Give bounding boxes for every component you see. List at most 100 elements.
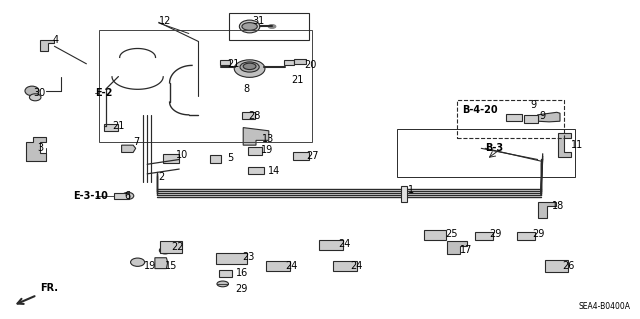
Polygon shape [538, 112, 560, 122]
Polygon shape [26, 137, 46, 161]
Bar [104, 124, 118, 131]
Ellipse shape [131, 258, 145, 266]
Text: 9: 9 [539, 111, 545, 122]
Circle shape [435, 234, 441, 237]
Text: B-4-20: B-4-20 [462, 105, 498, 115]
Ellipse shape [239, 20, 260, 33]
Polygon shape [447, 241, 467, 254]
Circle shape [242, 23, 257, 30]
Bar [506, 114, 522, 121]
Circle shape [344, 264, 351, 268]
Text: 21: 21 [227, 59, 239, 69]
Text: 29: 29 [490, 229, 502, 240]
Circle shape [330, 244, 337, 247]
Text: 19: 19 [261, 145, 273, 155]
Bar [524, 115, 538, 123]
Text: 14: 14 [268, 166, 280, 176]
Text: 1: 1 [408, 185, 415, 195]
Text: 6: 6 [125, 191, 131, 201]
Circle shape [426, 234, 432, 237]
Text: 30: 30 [33, 87, 45, 98]
Bar [401, 186, 407, 202]
Text: 19: 19 [144, 261, 156, 271]
Text: 28: 28 [248, 111, 260, 122]
Text: 20: 20 [304, 60, 316, 70]
Text: 10: 10 [176, 150, 188, 160]
Polygon shape [243, 128, 269, 145]
Bar [475, 232, 493, 240]
Polygon shape [538, 202, 556, 218]
Circle shape [243, 63, 256, 70]
Ellipse shape [546, 264, 557, 271]
Text: E-3-10: E-3-10 [74, 191, 108, 201]
Bar [248, 147, 262, 155]
Text: 8: 8 [243, 84, 250, 94]
Ellipse shape [25, 86, 39, 96]
Bar [219, 270, 232, 277]
Bar [284, 60, 294, 65]
Bar [242, 112, 255, 119]
Bar [293, 152, 309, 160]
Circle shape [217, 281, 228, 287]
Ellipse shape [234, 60, 265, 77]
Text: 11: 11 [571, 140, 583, 150]
Polygon shape [122, 145, 136, 152]
Bar [424, 230, 446, 240]
Circle shape [268, 264, 275, 268]
Text: 12: 12 [159, 16, 171, 26]
Text: 24: 24 [351, 261, 363, 271]
Circle shape [219, 257, 227, 261]
Text: 18: 18 [552, 201, 564, 211]
Circle shape [335, 264, 341, 268]
Text: 31: 31 [253, 16, 265, 26]
Bar [397, 129, 575, 177]
Bar [114, 193, 129, 199]
Text: SEA4-B0400A: SEA4-B0400A [579, 302, 630, 311]
Bar [163, 154, 179, 163]
Bar [545, 260, 568, 272]
Text: 21: 21 [112, 121, 124, 131]
Text: 7: 7 [133, 137, 140, 147]
Bar [160, 241, 182, 253]
Bar [333, 261, 357, 271]
Circle shape [321, 244, 327, 247]
Bar [266, 261, 290, 271]
Bar [216, 253, 247, 264]
Bar [319, 240, 343, 250]
Text: 2: 2 [159, 172, 165, 182]
Text: 29: 29 [532, 229, 545, 240]
Ellipse shape [122, 192, 134, 199]
Bar [294, 59, 306, 64]
Bar [248, 167, 264, 174]
Text: 26: 26 [562, 261, 574, 271]
Text: 9: 9 [530, 100, 536, 110]
Text: 25: 25 [445, 229, 458, 240]
Text: 21: 21 [291, 75, 303, 85]
Bar [210, 155, 221, 163]
Circle shape [230, 257, 238, 261]
Text: FR.: FR. [40, 284, 58, 293]
Text: 4: 4 [52, 35, 59, 45]
Text: 17: 17 [460, 245, 472, 256]
Bar [517, 232, 535, 240]
Bar [99, 30, 312, 142]
Text: 24: 24 [285, 261, 297, 271]
Text: 29: 29 [236, 284, 248, 294]
Text: 23: 23 [242, 252, 254, 262]
Text: 24: 24 [338, 239, 350, 249]
Circle shape [278, 264, 284, 268]
Text: 13: 13 [262, 134, 275, 144]
Text: 3: 3 [37, 143, 44, 153]
Ellipse shape [240, 62, 259, 72]
Polygon shape [40, 40, 54, 51]
Text: E-2: E-2 [95, 87, 112, 98]
Circle shape [268, 25, 276, 28]
Ellipse shape [29, 94, 41, 101]
Text: 22: 22 [172, 242, 184, 252]
Text: 15: 15 [165, 261, 177, 271]
Bar [457, 100, 564, 138]
Text: 5: 5 [227, 153, 234, 163]
Polygon shape [155, 258, 168, 269]
Text: B-3: B-3 [485, 143, 503, 153]
Ellipse shape [159, 247, 171, 254]
